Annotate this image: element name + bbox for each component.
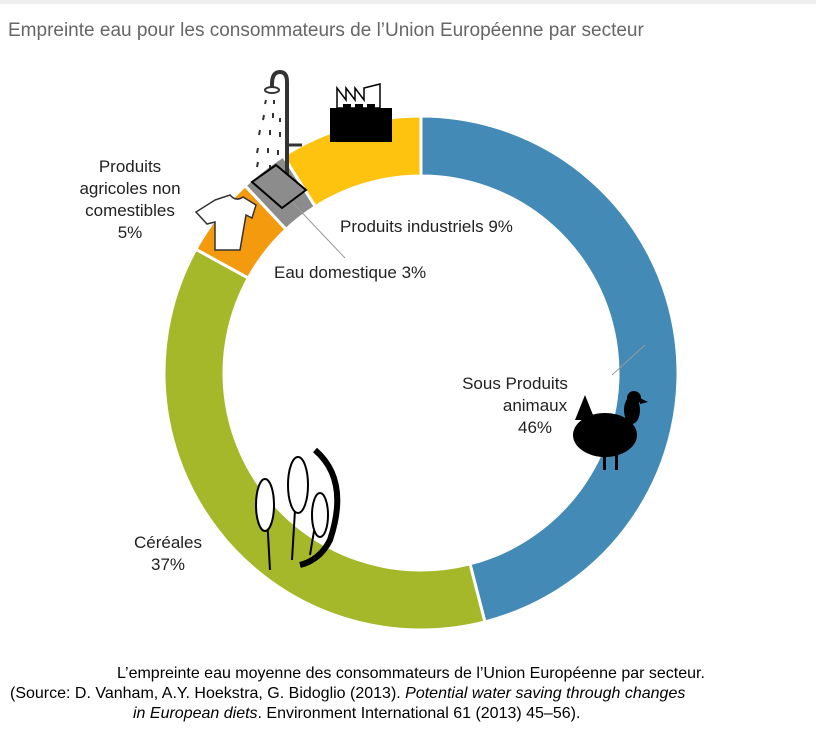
caption-source: (Source: D. Vanham, A.Y. Hoekstra, G. Bi… bbox=[10, 685, 406, 702]
chicken-icon bbox=[573, 391, 648, 470]
caption-line1: L’empreinte eau moyenne des consommateur… bbox=[117, 665, 705, 682]
label-animaux: Sous Produits animaux 46% bbox=[440, 373, 590, 439]
label-animaux-line2: animaux bbox=[502, 396, 568, 415]
caption-line2: (Source: D. Vanham, A.Y. Hoekstra, G. Bi… bbox=[0, 684, 816, 704]
label-agricoles: Produits agricoles non comestibles 5% bbox=[60, 156, 200, 244]
caption-article-title-end: in European diets bbox=[133, 705, 258, 722]
label-industriels: Produits industriels 9% bbox=[340, 217, 513, 236]
label-domestique: Eau domestique 3% bbox=[274, 263, 427, 282]
caption-journal: . Environment International 61 (2013) 45… bbox=[257, 705, 581, 722]
label-agricoles-line3: comestibles bbox=[85, 201, 175, 220]
top-edge bbox=[0, 0, 816, 4]
caption-article-title: Potential water saving through changes bbox=[405, 685, 686, 702]
factory-icon bbox=[330, 83, 392, 142]
tshirt-icon bbox=[194, 194, 257, 251]
label-cereales-value: 37% bbox=[150, 555, 186, 574]
label-agricoles-line1: Produits bbox=[98, 157, 162, 176]
caption-line3: in European diets. Environment Internati… bbox=[0, 704, 816, 724]
label-animaux-line1: Sous Produits bbox=[462, 374, 568, 393]
label-animaux-value: 46% bbox=[517, 418, 553, 437]
slice-sous-produits-animaux bbox=[419, 114, 680, 624]
label-cereales: Céréales 37% bbox=[118, 532, 218, 576]
chart-title: Empreinte eau pour les consommateurs de … bbox=[8, 20, 644, 41]
label-agricoles-value: 5% bbox=[117, 223, 143, 242]
wheat-icon bbox=[255, 447, 341, 571]
label-agricoles-line2: agricoles non bbox=[79, 179, 181, 198]
shower-icon bbox=[250, 69, 308, 210]
leader-line-domestique bbox=[289, 199, 346, 259]
leader-line-animaux bbox=[611, 344, 646, 376]
label-cereales-line1: Céréales bbox=[133, 533, 203, 552]
